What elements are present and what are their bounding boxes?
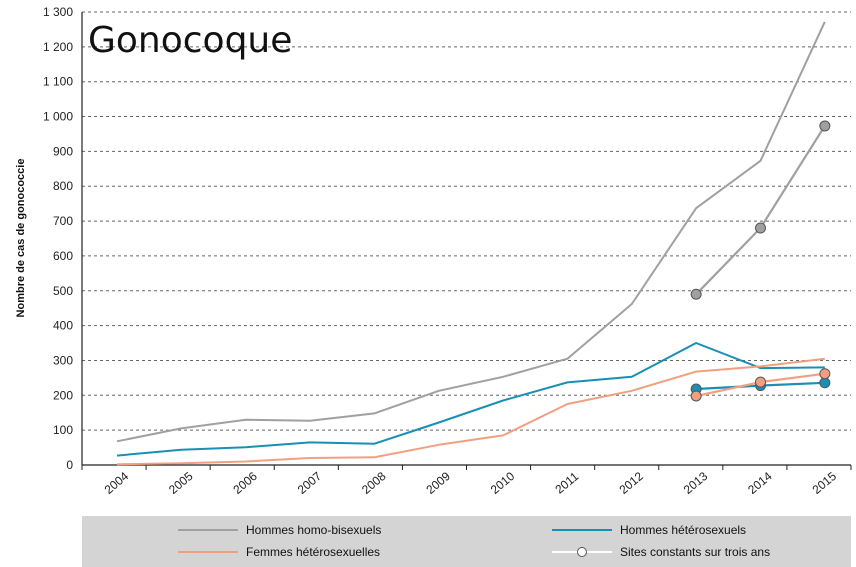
legend: Hommes homo-bisexuels Hommes hétérosexuel… — [82, 516, 851, 567]
legend-label: Sites constants sur trois ans — [620, 545, 770, 559]
data-point — [819, 368, 831, 380]
grid-lines — [82, 11, 851, 431]
y-tick-label: 0 — [66, 458, 73, 472]
x-tick-label: 2014 — [745, 469, 775, 497]
x-tick-label: 2013 — [681, 469, 711, 497]
x-tick-label: 2005 — [166, 469, 196, 497]
legend-label: Femmes hétérosexuelles — [246, 545, 380, 559]
y-tick-label: 200 — [53, 388, 73, 402]
y-tick-label: 1 200 — [43, 40, 73, 54]
y-tick-label: 1 000 — [43, 110, 73, 124]
legend-marker — [577, 547, 587, 557]
x-tick-label: 2004 — [102, 469, 132, 497]
y-tick-label: 500 — [53, 284, 73, 298]
y-tick-label: 400 — [53, 319, 73, 333]
y-tick-label: 100 — [53, 423, 73, 437]
data-point — [755, 376, 766, 388]
y-tick-labels: 0 100 200 300 400 500 600 700 800 900 1 000 1 100 1 … — [43, 5, 73, 472]
x-tick-label: 2007 — [295, 469, 325, 497]
y-axis-label: Nombre de cas de gonococcie — [15, 159, 27, 318]
y-tick-label: 800 — [53, 179, 73, 193]
data-point — [755, 222, 766, 234]
data-point — [690, 288, 702, 300]
legend-label: Hommes homo-bisexuels — [246, 523, 381, 537]
x-tick-label: 2010 — [488, 469, 518, 497]
series-line — [116, 357, 825, 466]
y-tick-label: 600 — [53, 249, 73, 263]
y-tick-label: 300 — [53, 353, 73, 367]
x-tick-label: 2012 — [617, 469, 647, 497]
chart-title: Gonocoque — [88, 20, 292, 61]
y-tick-label: 700 — [53, 214, 73, 228]
data-point — [690, 390, 702, 402]
x-tick-label: 2009 — [423, 469, 453, 497]
legend-background — [82, 516, 851, 567]
x-tick-label: 2015 — [810, 469, 840, 497]
data-point — [819, 377, 831, 389]
legend-label: Hommes hétérosexuels — [620, 523, 746, 537]
series-group — [116, 21, 831, 466]
y-tick-label: 900 — [53, 144, 73, 158]
x-tick-label: 2008 — [359, 469, 389, 497]
axes — [81, 12, 852, 470]
x-tick-label: 2006 — [230, 469, 260, 497]
data-point — [819, 120, 831, 132]
y-tick-label: 1 100 — [43, 75, 73, 89]
series-line — [116, 21, 826, 443]
series-line — [116, 342, 825, 457]
x-tick-label: 2011 — [552, 469, 581, 497]
y-tick-label: 1 300 — [43, 5, 73, 19]
x-tick-labels: 2004 2005 2006 2007 2008 2009 2010 2011 2012 2013… — [102, 469, 840, 497]
